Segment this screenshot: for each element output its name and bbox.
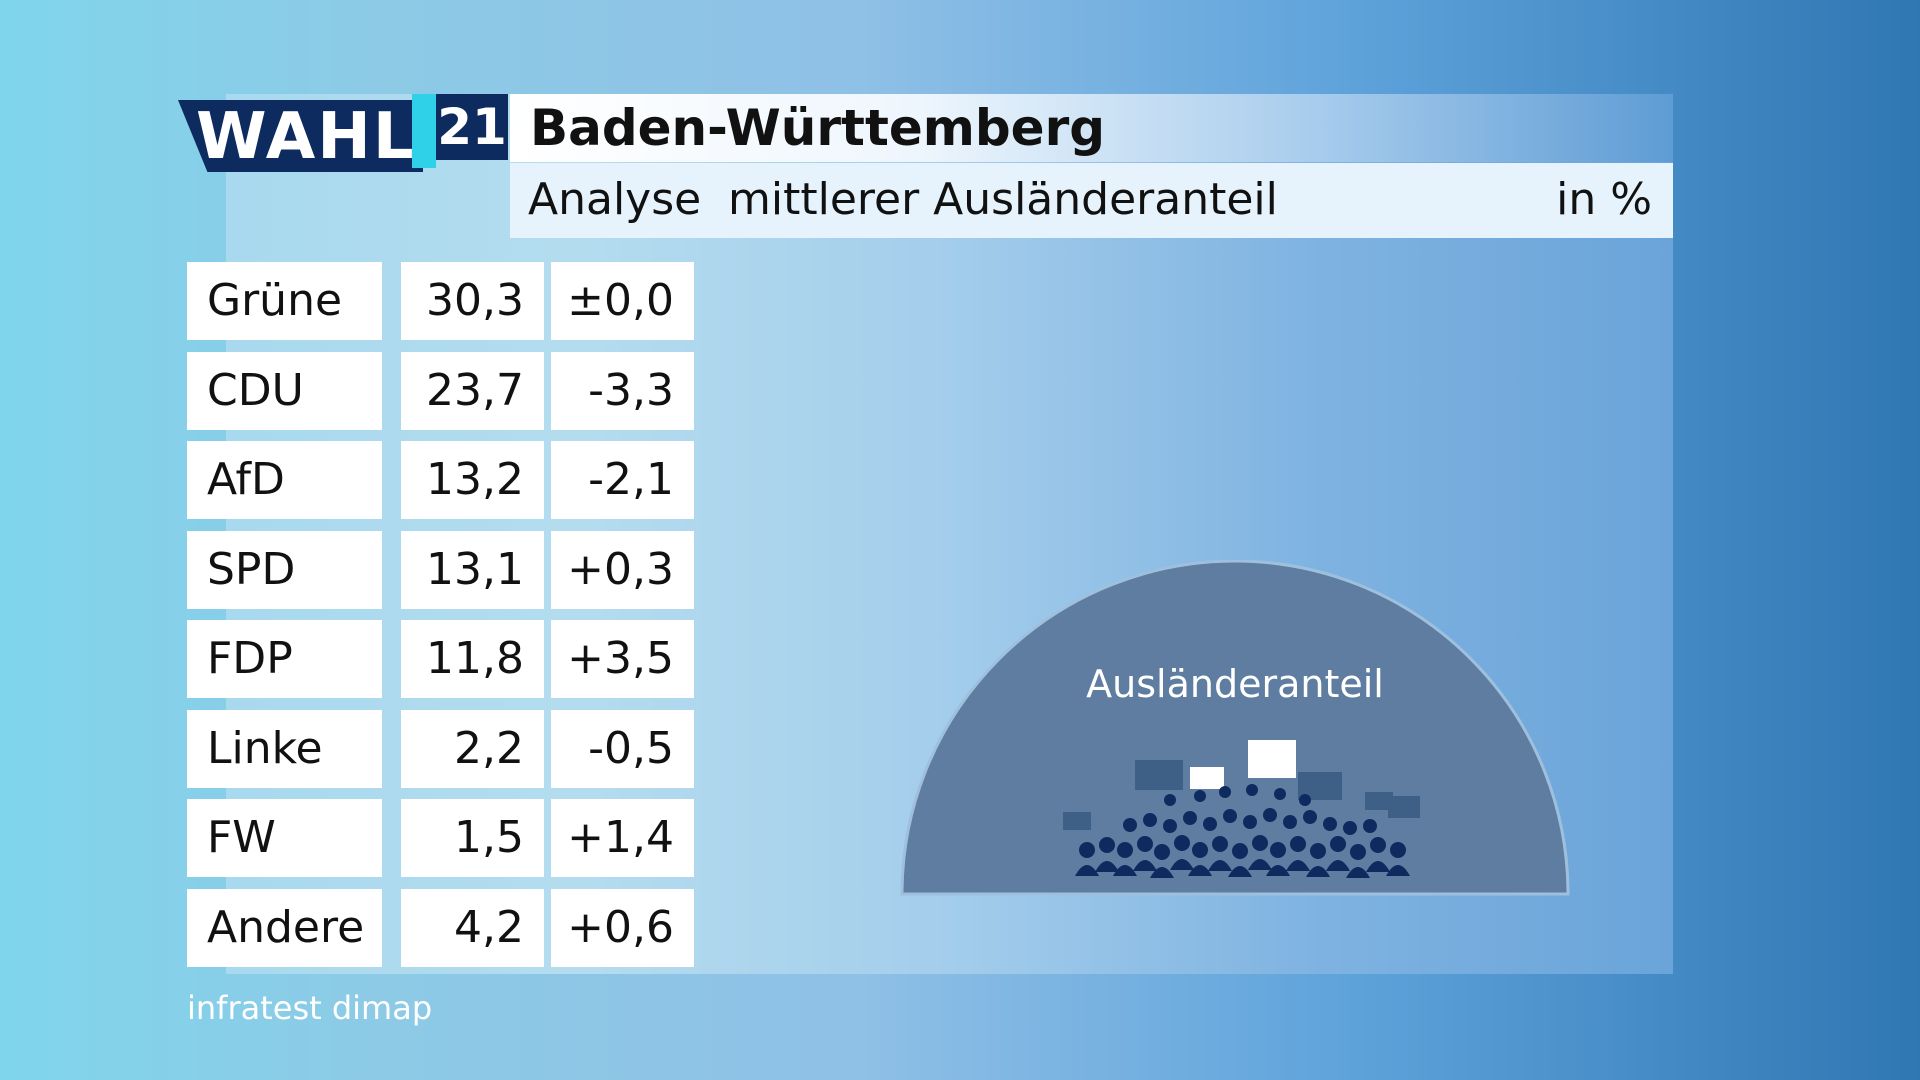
analysis-label: Analyse: [528, 174, 702, 225]
party-name: FDP: [187, 620, 382, 698]
party-value: 4,2: [401, 889, 544, 967]
source-label: infratest dimap: [187, 989, 433, 1027]
logo-number: 21: [436, 94, 508, 160]
party-change: +0,6: [551, 889, 694, 967]
party-value: 1,5: [401, 799, 544, 877]
dome-label: Ausländeranteil: [1086, 662, 1384, 706]
title-bar: [510, 94, 1673, 162]
logo-accent-bar: [412, 94, 436, 168]
party-value: 2,2: [401, 710, 544, 788]
party-change: +3,5: [551, 620, 694, 698]
crowd-dome-illustration: [900, 560, 1570, 896]
party-name: CDU: [187, 352, 382, 430]
party-change: -0,5: [551, 710, 694, 788]
party-value: 23,7: [401, 352, 544, 430]
party-change: ±0,0: [551, 262, 694, 340]
crowd-with-flags-icon: [1063, 740, 1420, 878]
party-change: -2,1: [551, 441, 694, 519]
party-name: SPD: [187, 531, 382, 609]
unit-label: in %: [1556, 174, 1652, 225]
party-change: -3,3: [551, 352, 694, 430]
party-name: AfD: [187, 441, 382, 519]
party-value: 30,3: [401, 262, 544, 340]
party-value: 13,2: [401, 441, 544, 519]
subtitle-bar: [510, 163, 1673, 238]
party-name: Linke: [187, 710, 382, 788]
party-change: +1,4: [551, 799, 694, 877]
metric-label: mittlerer Ausländeranteil: [728, 174, 1278, 225]
dome-shape: [900, 560, 1570, 896]
party-value: 13,1: [401, 531, 544, 609]
page-title: Baden-Württemberg: [530, 99, 1106, 157]
party-change: +0,3: [551, 531, 694, 609]
party-name: FW: [187, 799, 382, 877]
party-value: 11,8: [401, 620, 544, 698]
party-name: Grüne: [187, 262, 382, 340]
logo-word: WAHL: [196, 100, 416, 174]
party-name: Andere: [187, 889, 382, 967]
wahl-logo: [178, 100, 423, 172]
